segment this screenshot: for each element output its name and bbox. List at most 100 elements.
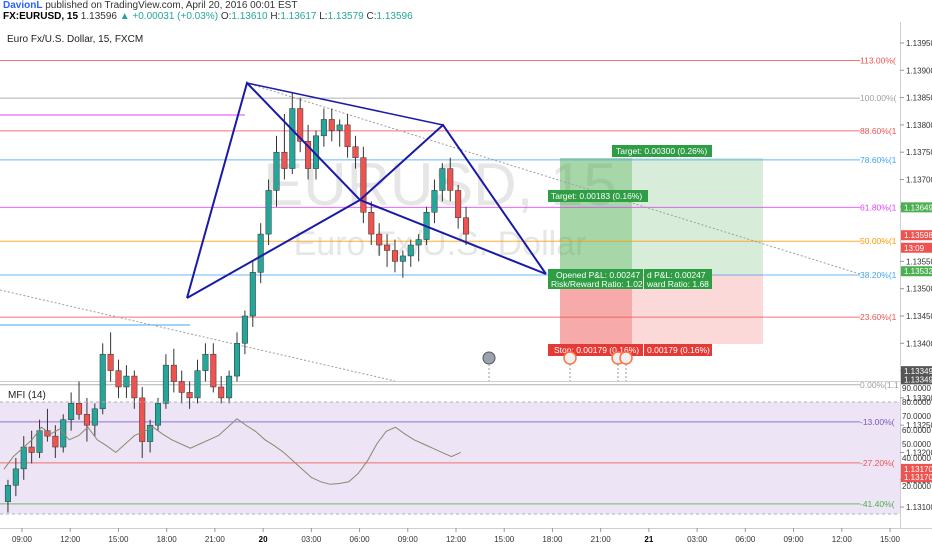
candle	[147, 419, 154, 453]
svg-text:1.13598: 1.13598	[904, 231, 932, 240]
mfi-tick-label: 70.0000	[902, 412, 931, 421]
price-tick-label: 1.13750	[906, 148, 932, 157]
candle	[265, 179, 272, 246]
candle	[155, 397, 162, 431]
svg-text:Stop: 0.00179 (0.16%): Stop: 0.00179 (0.16%)	[554, 345, 639, 355]
target-label-2: Target: 0.00183 (0.16%)	[548, 190, 648, 202]
svg-text:1.13532: 1.13532	[904, 267, 932, 276]
fib-level: 61.80%(1	[0, 202, 897, 212]
svg-text:Target: 0.00300 (0.26%): Target: 0.00300 (0.26%)	[616, 146, 707, 156]
price-tick-label: 1.13550	[906, 257, 932, 266]
mfi-tick-label: 20.0000	[902, 482, 931, 491]
candle	[431, 179, 438, 224]
svg-text:Risk/Reward Ratio: 1.02: Risk/Reward Ratio: 1.02	[551, 279, 643, 289]
svg-text:Opened P&L: 0.00247: Opened P&L: 0.00247	[556, 270, 640, 280]
mfi-label: MFI (14)	[8, 390, 46, 401]
candle	[439, 163, 446, 202]
event-marker-2[interactable]	[563, 351, 577, 381]
candle	[91, 403, 98, 437]
price-tick-label: 1.13250	[906, 421, 932, 430]
svg-text:-27.20%(: -27.20%(	[860, 458, 895, 468]
svg-text:113.00%(: 113.00%(	[860, 55, 896, 65]
stop-label-2: 0.00179 (0.16%)	[644, 344, 712, 356]
price-tag: 13:09	[901, 242, 932, 253]
candle	[305, 124, 312, 180]
svg-text:23.60%(1: 23.60%(1	[860, 312, 897, 322]
candle	[162, 354, 169, 409]
candle	[226, 370, 233, 404]
close-label: C:	[366, 11, 377, 22]
time-tick-label: 06:00	[735, 535, 756, 544]
candle	[391, 239, 398, 273]
trendline-lower	[0, 289, 396, 382]
watermark-name: Euro Fx/U.S. Dollar	[294, 225, 587, 263]
mfi-line	[3, 418, 461, 485]
mfi-tick-label: 60.0000	[902, 426, 931, 435]
candle	[139, 386, 146, 458]
candle	[68, 392, 75, 431]
high-label: H:	[270, 11, 281, 22]
svg-text:1.13170: 1.13170	[904, 465, 932, 474]
candle	[328, 108, 335, 142]
candle	[463, 206, 470, 246]
svg-text:50.00%(1: 50.00%(1	[860, 236, 897, 246]
candle	[297, 97, 304, 153]
time-tick-label: 18:00	[542, 535, 563, 544]
main-pane[interactable]	[0, 22, 900, 381]
time-tick-label: 12:00	[832, 535, 853, 544]
svg-text:-13.00%(: -13.00%(	[860, 417, 895, 427]
candle	[455, 184, 462, 229]
price-tick-label: 1.13500	[906, 285, 932, 294]
candle	[376, 223, 383, 256]
candle	[52, 425, 59, 458]
author-link[interactable]: DavionL	[3, 0, 43, 11]
price-change: ▲ +0.00031 (+0.03%)	[119, 11, 219, 22]
fib-level: 88.60%(1	[0, 126, 897, 136]
candle	[281, 113, 288, 180]
svg-text:Target: 0.00183 (0.16%): Target: 0.00183 (0.16%)	[551, 191, 642, 201]
price-tick-label: 1.13400	[906, 339, 932, 348]
fib-level: -27.20%(	[0, 458, 895, 468]
candle	[289, 92, 296, 175]
price-tick-label: 1.13200	[906, 449, 932, 458]
fib-level: 38.20%(1	[0, 270, 897, 280]
fib-level: -41.40%(	[0, 499, 895, 509]
open-value: 1.13610	[231, 11, 268, 22]
candle	[407, 239, 414, 267]
last-price: 1.13596	[80, 11, 117, 22]
fib-level: 113.00%(	[0, 55, 896, 65]
time-axis[interactable]: 09:00 12:00 15:00 18:00 21:00 20 03:00 06:00 09:…	[12, 528, 901, 544]
price-tag: 1.13532	[901, 266, 932, 277]
svg-text:d P&L: 0.00247: d P&L: 0.00247	[647, 270, 706, 280]
pl-label-2: d P&L: 0.00247 ward Ratio: 1.68	[644, 269, 712, 289]
long-position-profit-zone[interactable]	[560, 158, 763, 274]
trendlines	[0, 82, 861, 382]
price-tick-label: 1.13950	[906, 39, 932, 48]
pl-label: Opened P&L: 0.00247 Risk/Reward Ratio: 1…	[548, 269, 643, 289]
price-tag: 1.13170	[901, 463, 932, 474]
price-tick-label: 1.13100	[906, 503, 932, 512]
event-marker-1[interactable]	[482, 351, 496, 381]
low-value: 1.13579	[327, 11, 364, 22]
time-tick-label: 03:00	[301, 535, 322, 544]
price-tick-label: 1.13300	[906, 394, 932, 403]
target-label-1: Target: 0.00300 (0.26%)	[612, 145, 712, 157]
event-marker-4[interactable]	[619, 351, 633, 381]
time-tick-label: 06:00	[350, 535, 371, 544]
svg-text:0.00179 (0.16%): 0.00179 (0.16%)	[647, 345, 710, 355]
fib-level: 0.00%(1.1	[0, 380, 899, 390]
candle	[352, 135, 359, 169]
open-label: O:	[220, 11, 232, 22]
price-axis[interactable]: 1.13950 1.13900 1.13850 1.13800 1.13750 1.137…	[900, 39, 932, 512]
publish-line: DavionL published on TradingView.com, Ap…	[3, 0, 297, 11]
harmonic-pattern-xb	[246, 82, 444, 126]
price-tag: 1.13170	[901, 472, 932, 483]
svg-text:13:09: 13:09	[904, 244, 925, 253]
price-tag: 1.13649	[901, 202, 932, 213]
fib-retracement[interactable]: 113.00%(100.00%(88.60%(1 78.60%(1 61.80%(1…	[0, 55, 899, 509]
candle	[186, 381, 193, 409]
time-tick-label: 09:00	[12, 535, 33, 544]
candle	[76, 381, 83, 420]
price-tick-label: 1.13700	[906, 176, 932, 185]
